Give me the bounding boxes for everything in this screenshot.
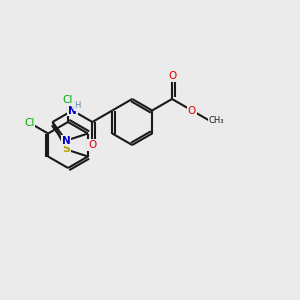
Text: O: O [168, 71, 176, 81]
Text: Cl: Cl [63, 95, 73, 105]
Text: CH₃: CH₃ [209, 116, 224, 125]
Text: N: N [62, 136, 70, 146]
Text: H: H [74, 101, 81, 110]
Text: O: O [88, 140, 97, 150]
Text: Cl: Cl [24, 118, 34, 128]
Text: O: O [188, 106, 196, 116]
Text: N: N [68, 106, 77, 116]
Text: S: S [62, 144, 70, 154]
